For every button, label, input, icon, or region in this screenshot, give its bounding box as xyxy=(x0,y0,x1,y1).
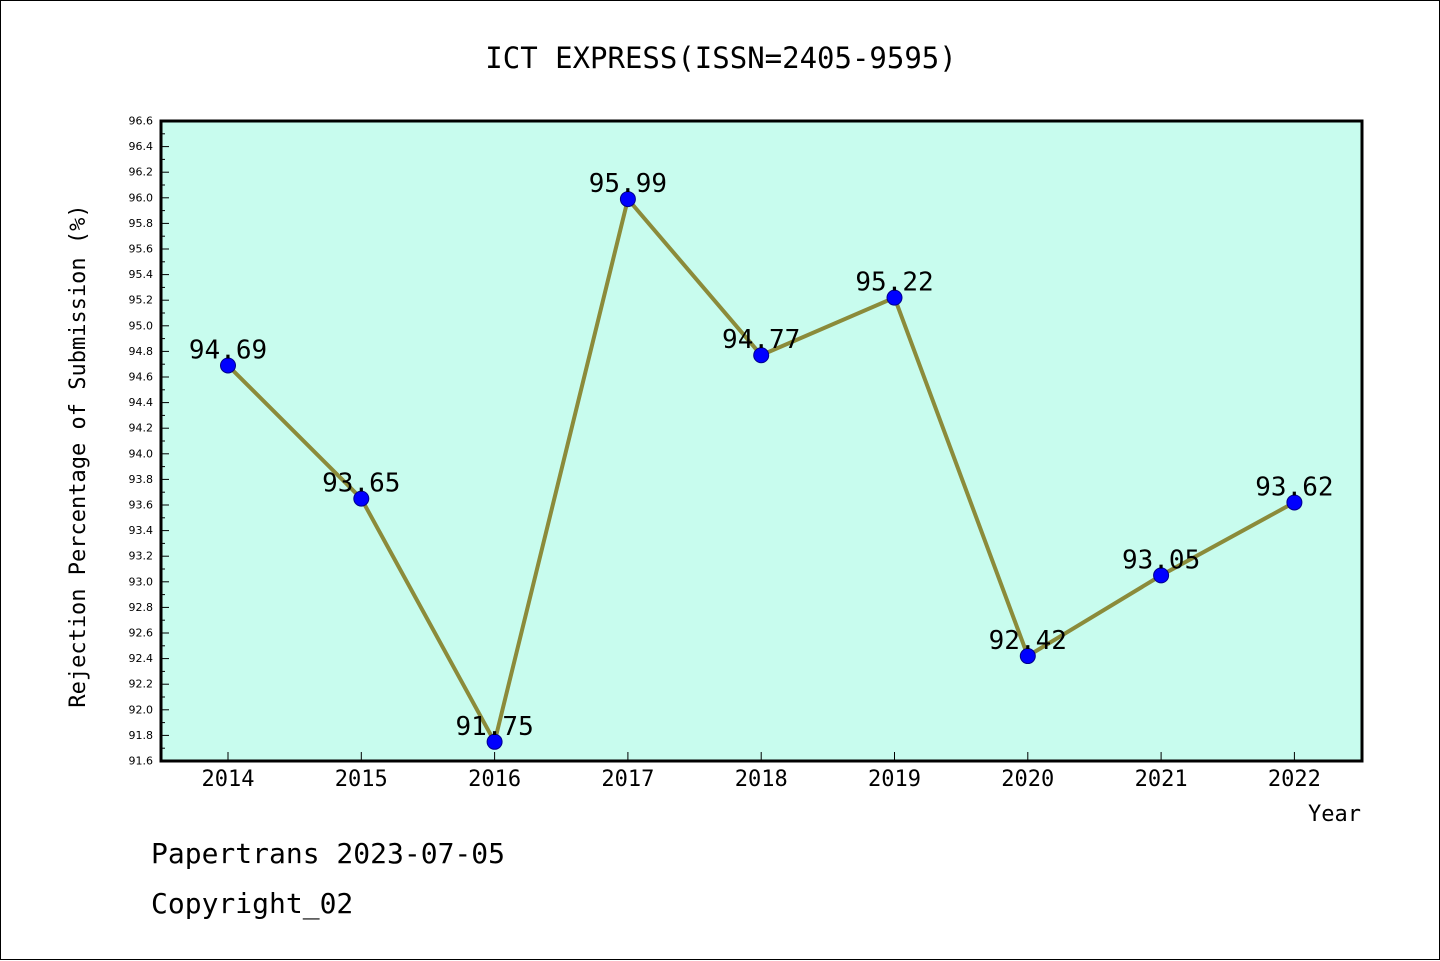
y-tick-label: 94.2 xyxy=(129,422,154,435)
data-point xyxy=(220,357,236,374)
data-point xyxy=(1153,567,1170,584)
data-point xyxy=(619,191,636,208)
data-point xyxy=(353,490,370,507)
y-tick-label: 96.0 xyxy=(129,191,154,204)
y-tick-label: 95.0 xyxy=(129,319,154,332)
x-tick-label: 2017 xyxy=(601,767,654,792)
data-label: 94.69 xyxy=(189,335,267,365)
x-tick-label: 2015 xyxy=(335,767,388,792)
y-tick-label: 94.8 xyxy=(129,345,154,358)
y-tick-label: 95.8 xyxy=(129,217,154,230)
y-tick-label: 92.0 xyxy=(129,703,154,716)
x-tick-label: 2014 xyxy=(202,767,255,792)
data-label: 92.42 xyxy=(989,626,1067,656)
y-tick-label: 93.0 xyxy=(129,575,154,588)
x-tick-label: 2020 xyxy=(1001,767,1054,792)
data-point xyxy=(753,347,770,364)
y-tick-label: 91.6 xyxy=(129,755,154,768)
y-tick-label: 93.2 xyxy=(129,550,154,563)
y-tick-label: 92.6 xyxy=(129,627,154,640)
y-tick-label: 96.4 xyxy=(129,140,154,153)
x-tick-label: 2018 xyxy=(735,767,788,792)
data-point xyxy=(886,289,903,306)
y-tick-label: 94.0 xyxy=(129,447,154,460)
y-tick-label: 96.2 xyxy=(129,166,154,179)
data-label: 95.22 xyxy=(855,268,933,298)
y-tick-label: 93.6 xyxy=(129,499,154,512)
data-label: 95.99 xyxy=(589,169,667,199)
data-label: 94.77 xyxy=(722,325,800,355)
y-tick-label: 95.4 xyxy=(129,268,154,281)
y-tick-label: 93.4 xyxy=(129,524,154,537)
data-labels: 94.69 93.65 91.75 95.99 94.77 95.22 92.42 93.05… xyxy=(189,169,1334,742)
x-axis-label: Year xyxy=(1308,802,1361,827)
footer-copyright: Copyright_02 xyxy=(151,887,354,920)
chart-title: ICT EXPRESS(ISSN=2405-9595) xyxy=(485,41,956,75)
x-tick-label: 2016 xyxy=(468,767,521,792)
data-label: 93.62 xyxy=(1255,472,1333,502)
y-tick-label: 92.4 xyxy=(129,652,154,665)
plot-border xyxy=(159,119,1364,763)
y-tick-label: 94.4 xyxy=(129,396,154,409)
data-series xyxy=(220,191,1303,750)
data-point xyxy=(1286,494,1303,511)
y-tick-label: 94.6 xyxy=(129,371,154,384)
y-tick-label: 96.6 xyxy=(129,115,154,128)
data-label: 91.75 xyxy=(455,712,533,742)
y-tick-label: 93.8 xyxy=(129,473,154,486)
y-axis-label: Rejection Percentage of Submission (%) xyxy=(66,204,91,707)
data-label: 93.05 xyxy=(1122,545,1200,575)
y-tick-label: 95.2 xyxy=(129,294,154,307)
x-tick-label: 2019 xyxy=(868,767,921,792)
y-tick-label: 92.2 xyxy=(129,678,154,691)
y-axis-ticks: 91.6 91.8 92.0 92.2 92.4 92.6 92.8 93.0 93.2 93.4… xyxy=(129,115,169,768)
data-point xyxy=(1019,648,1036,665)
y-tick-label: 91.8 xyxy=(129,729,154,742)
x-tick-label: 2022 xyxy=(1268,767,1321,792)
data-label: 93.65 xyxy=(322,469,400,499)
plot-area xyxy=(161,121,1362,761)
y-tick-label: 92.8 xyxy=(129,601,154,614)
y-tick-label: 95.6 xyxy=(129,243,154,256)
x-tick-label: 2021 xyxy=(1135,767,1188,792)
footer-date: Papertrans 2023-07-05 xyxy=(151,837,506,870)
data-point xyxy=(486,733,503,750)
